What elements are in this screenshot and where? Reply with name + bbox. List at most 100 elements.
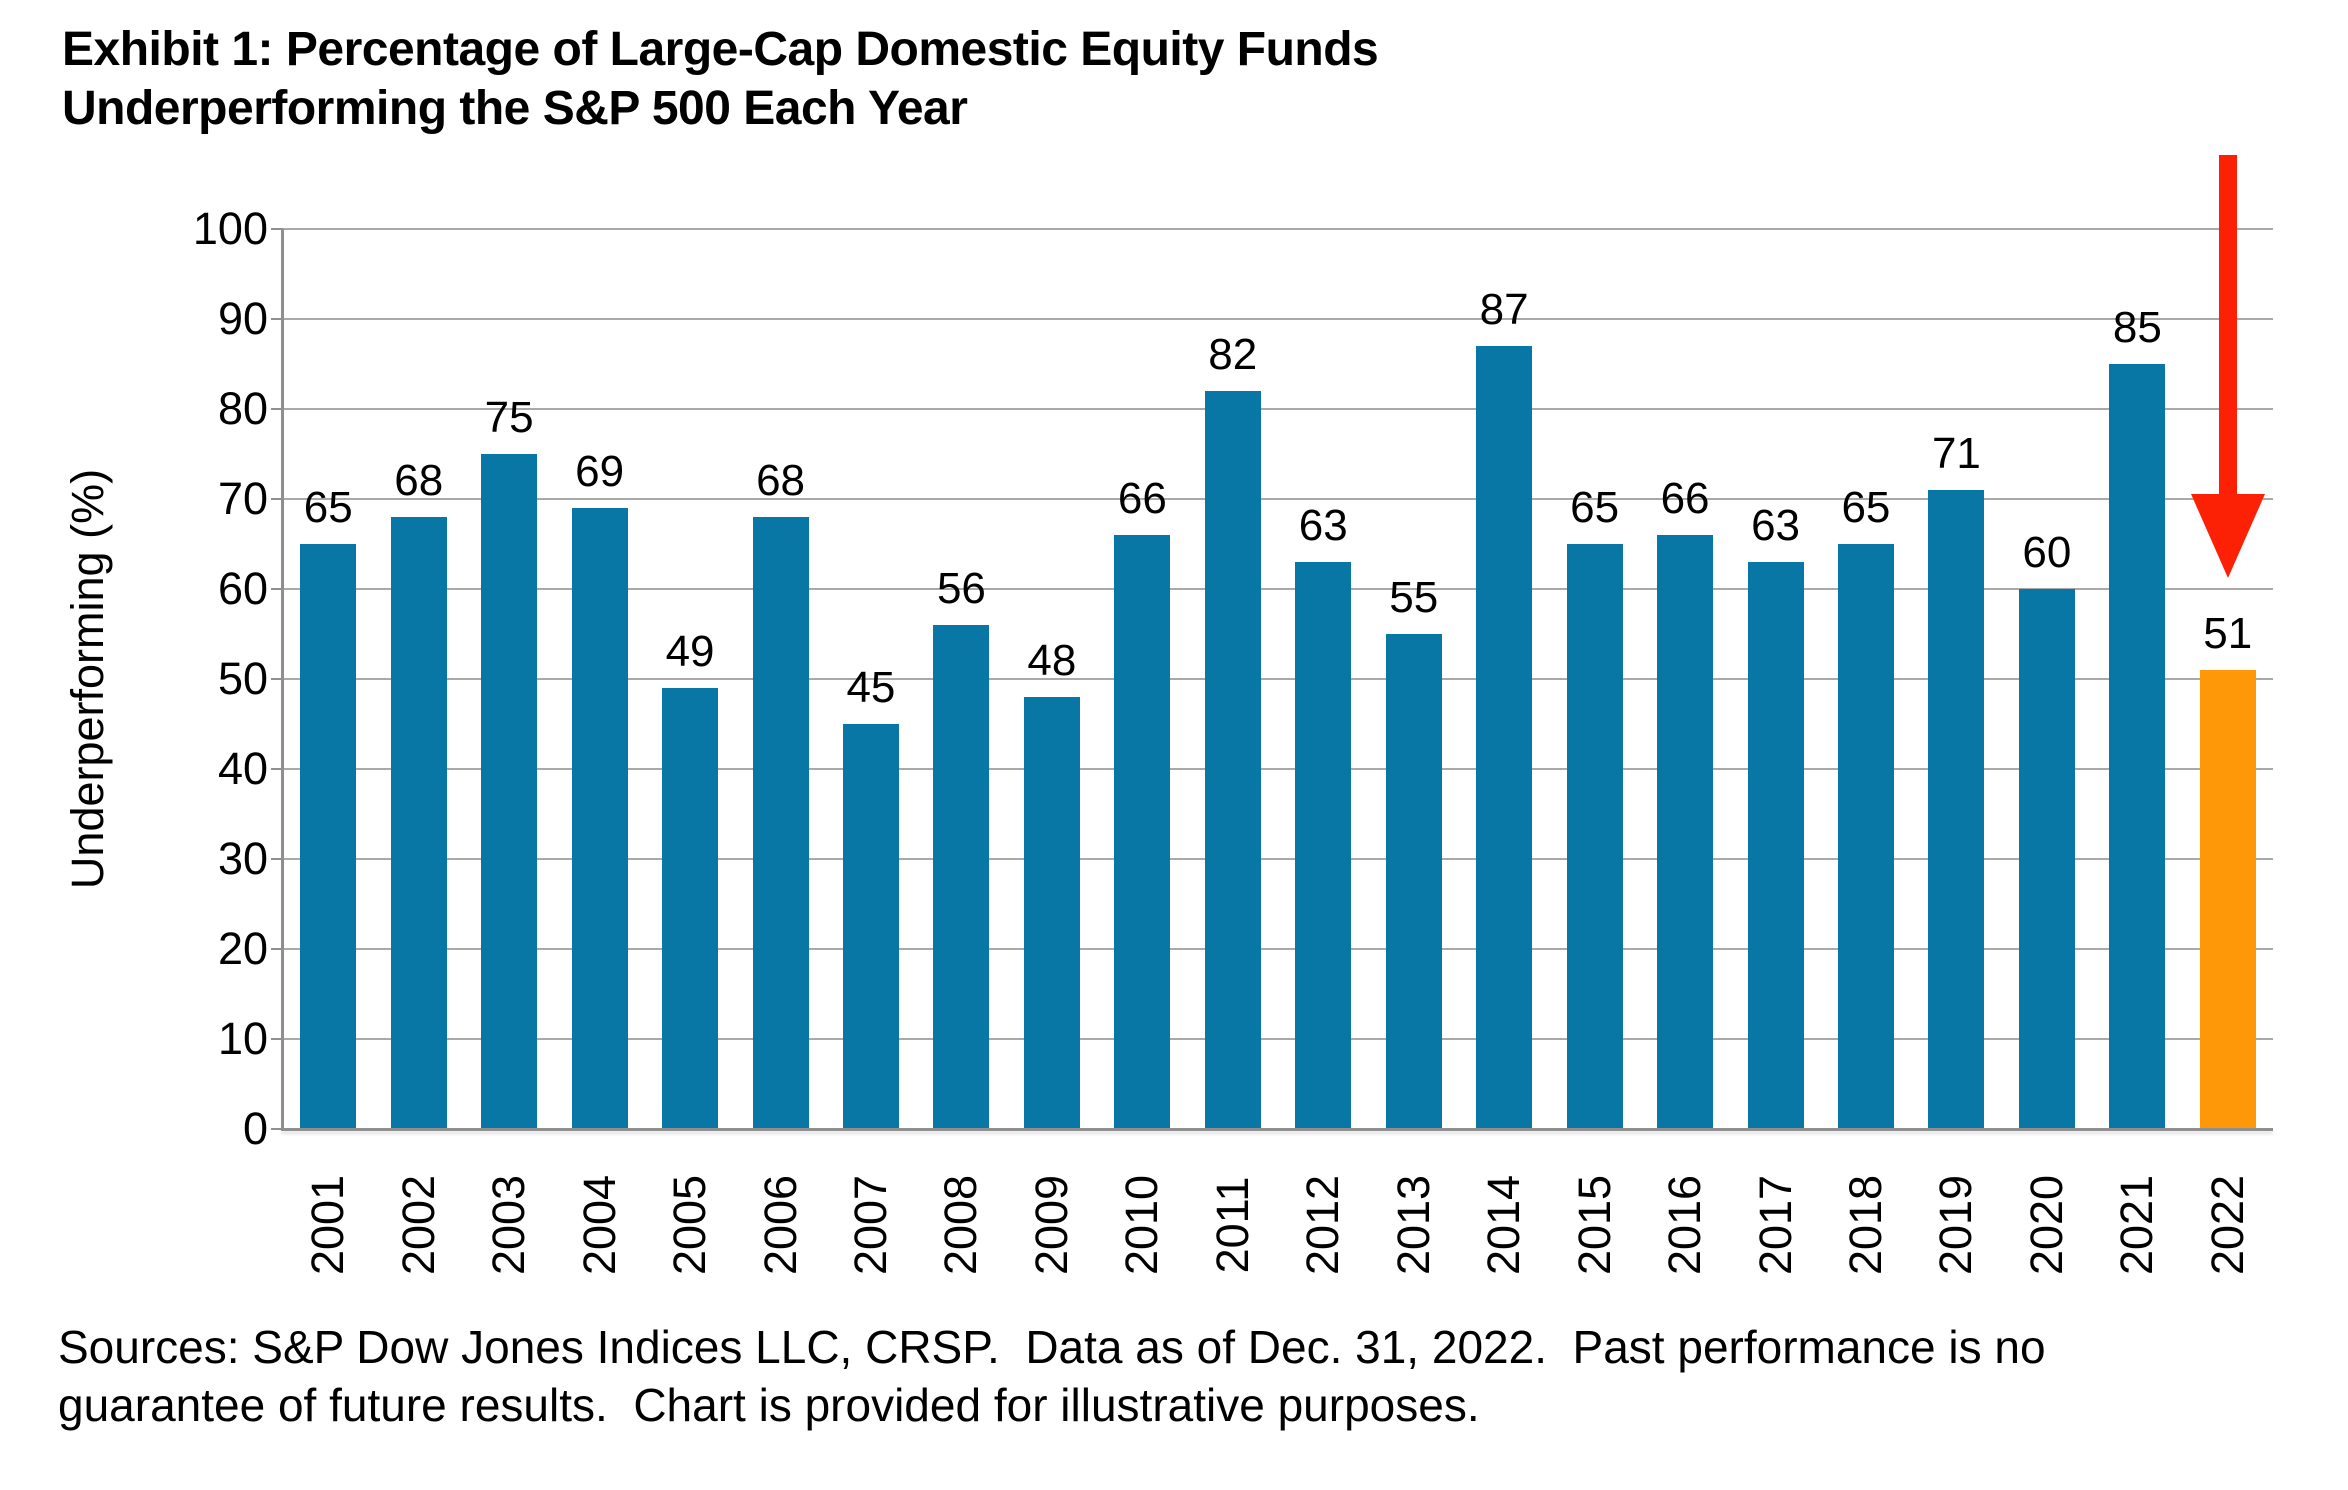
down-arrow-icon — [2218, 155, 2237, 494]
gridline-70 — [283, 498, 2273, 500]
gridline-30 — [283, 858, 2273, 860]
bar-value-label: 71 — [1931, 429, 1981, 478]
bar-2003 — [481, 454, 538, 1128]
bar-2005 — [662, 688, 718, 1128]
x-tick-label: 2020 — [2020, 1174, 2072, 1276]
gridline-40 — [283, 768, 2273, 770]
x-tick-label: 2021 — [2111, 1174, 2163, 1276]
bar-value-label: 68 — [756, 456, 806, 505]
y-tick-label: 100 — [192, 203, 268, 254]
source-note: Sources: S&P Dow Jones Indices LLC, CRSP… — [58, 1318, 2046, 1434]
x-tick-label: 2004 — [573, 1174, 625, 1276]
bar-2012 — [1295, 562, 1352, 1128]
bar-value-label: 68 — [394, 456, 444, 505]
y-tick-label: 80 — [217, 383, 268, 434]
x-tick-label: 2019 — [1930, 1174, 1982, 1276]
chart-title-line1: Exhibit 1: Percentage of Large-Cap Domes… — [62, 23, 1379, 76]
bar-value-label: 65 — [303, 483, 353, 532]
y-tick-label: 20 — [217, 923, 268, 974]
bar-2019 — [1928, 490, 1985, 1128]
y-axis-tick — [271, 1128, 283, 1130]
bar-2011 — [1204, 391, 1261, 1128]
x-tick-label: 2018 — [1840, 1174, 1891, 1276]
y-axis-tick — [271, 858, 283, 860]
bar-2007 — [843, 724, 899, 1128]
bar-2008 — [933, 625, 990, 1128]
bar-2022 — [2199, 670, 2256, 1128]
source-note-line2: guarantee of future results. Chart is pr… — [58, 1379, 1480, 1431]
bar-value-label: 82 — [1208, 330, 1258, 379]
x-tick-label: 2015 — [1568, 1174, 1620, 1276]
bar-2020 — [2018, 589, 2075, 1128]
gridline-10 — [283, 1038, 2273, 1040]
bar-value-label: 48 — [1027, 636, 1077, 685]
gridline-100 — [283, 228, 2273, 230]
gridline-90 — [283, 318, 2273, 320]
x-tick-label: 2016 — [1659, 1174, 1710, 1276]
y-axis-tick — [271, 1038, 283, 1040]
bar-2017 — [1747, 562, 1804, 1128]
bar-2018 — [1838, 544, 1894, 1128]
x-tick-label: 2010 — [1116, 1174, 1168, 1276]
bar-value-label: 75 — [484, 393, 534, 442]
bar-value-label: 85 — [2112, 303, 2162, 352]
bar-2014 — [1476, 346, 1533, 1128]
x-tick-label: 2013 — [1387, 1174, 1439, 1276]
bar-value-label: 66 — [1660, 474, 1710, 523]
gridline-50 — [283, 678, 2273, 680]
y-axis-tick — [271, 408, 283, 410]
bar-value-label: 56 — [936, 564, 986, 613]
y-axis-tick — [271, 228, 283, 230]
down-arrow-head-icon — [2190, 494, 2265, 578]
gridline-80 — [283, 408, 2273, 410]
bar-value-label: 55 — [1389, 573, 1439, 622]
x-tick-label: 2003 — [483, 1174, 535, 1276]
y-axis-tick — [271, 498, 283, 500]
gridline-60 — [283, 588, 2273, 590]
y-tick-label: 60 — [217, 563, 268, 614]
y-tick-label: 90 — [217, 293, 268, 344]
bar-value-label: 69 — [575, 447, 625, 496]
gridline-20 — [283, 948, 2273, 950]
y-axis-tick — [271, 768, 283, 770]
x-tick-label: 2002 — [392, 1174, 444, 1276]
y-tick-label: 10 — [217, 1013, 268, 1064]
x-tick-label: 2009 — [1025, 1174, 1077, 1276]
chart-title: Exhibit 1: Percentage of Large-Cap Domes… — [62, 20, 1379, 138]
bar-2016 — [1657, 535, 1713, 1128]
bar-2001 — [300, 544, 357, 1128]
y-tick-label: 50 — [217, 653, 268, 704]
x-tick-label: 2007 — [845, 1174, 896, 1276]
x-tick-label: 2005 — [664, 1174, 715, 1276]
x-axis-line — [281, 1128, 2273, 1131]
x-tick-label: 2017 — [1749, 1174, 1801, 1276]
x-tick-label: 2011 — [1206, 1176, 1258, 1274]
chart-title-line2: Underperforming the S&P 500 Each Year — [62, 82, 968, 135]
bar-value-label: 87 — [1479, 285, 1529, 334]
bar-value-label: 65 — [1841, 483, 1891, 532]
y-axis-line — [281, 229, 284, 1131]
bar-2015 — [1566, 544, 1623, 1128]
y-tick-label: 70 — [217, 473, 268, 524]
bar-2009 — [1023, 697, 1080, 1128]
y-axis-tick — [271, 948, 283, 950]
y-axis-title: Underperforming (%) — [62, 468, 113, 890]
x-tick-label: 2012 — [1297, 1174, 1349, 1276]
x-tick-label: 2008 — [935, 1174, 987, 1276]
bar-2021 — [2109, 364, 2166, 1128]
y-tick-label: 30 — [217, 833, 268, 884]
bar-2002 — [390, 517, 447, 1128]
bar-value-label: 66 — [1117, 474, 1167, 523]
x-tick-label: 2001 — [302, 1174, 354, 1276]
y-axis-tick — [271, 588, 283, 590]
y-tick-label: 0 — [242, 1103, 268, 1154]
x-tick-label: 2022 — [2201, 1174, 2253, 1276]
bar-2006 — [752, 517, 809, 1128]
bar-value-label: 49 — [665, 627, 715, 676]
bar-value-label: 51 — [2203, 609, 2253, 658]
bar-2004 — [571, 508, 628, 1128]
bar-value-label: 65 — [1570, 483, 1620, 532]
y-tick-label: 40 — [217, 743, 268, 794]
bar-value-label: 60 — [2022, 528, 2072, 577]
